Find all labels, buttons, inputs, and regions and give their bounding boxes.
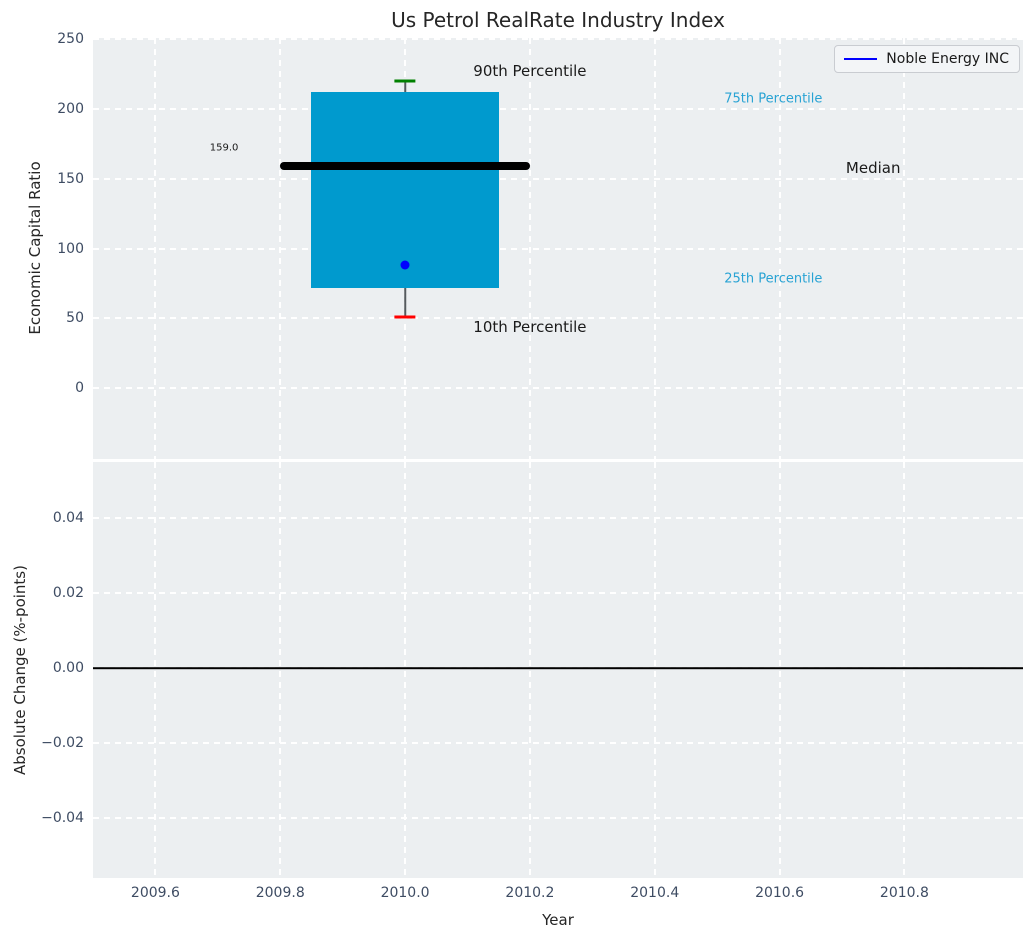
x-tick-label: 2010.4	[630, 885, 680, 901]
median-line	[280, 162, 530, 171]
x-tick-label: 2010.2	[505, 885, 555, 901]
legend-line-sample	[844, 57, 878, 61]
y-tick-label: 0.02	[52, 585, 84, 602]
iqr-box	[311, 92, 499, 288]
y-tick-label: 0.00	[52, 660, 84, 677]
x-tick-label: 2009.8	[255, 885, 305, 901]
y-tick-label: 0	[75, 379, 84, 396]
gridline-horizontal	[93, 177, 1023, 180]
gridline-vertical	[653, 462, 656, 878]
annotation-median-value: 159.0	[209, 142, 239, 154]
gridline-vertical	[404, 462, 407, 878]
whisker-cap-90th	[394, 79, 416, 83]
gridline-vertical	[778, 462, 781, 878]
gridline-horizontal	[93, 386, 1023, 389]
annotation-25th-percentile: 25th Percentile	[724, 271, 823, 287]
y-tick-label: 50	[66, 310, 84, 327]
gridline-horizontal	[93, 317, 1023, 320]
axes-bottom-change: −0.04 −0.02 0.00 0.02 0.04 2009.6 2009.8 2010.0…	[41, 462, 1023, 901]
annotation-75th-percentile: 75th Percentile	[724, 91, 823, 107]
x-tick-label: 2010.0	[380, 885, 430, 901]
axes-top-boxplot: Noble Energy INC 0 50 100 150 200 250 90th Per…	[57, 31, 1023, 459]
gridline-horizontal	[93, 742, 1023, 745]
gridline-horizontal	[93, 592, 1023, 595]
zero-reference-line	[93, 667, 1023, 669]
company-data-point	[400, 260, 410, 270]
legend: Noble Energy INC	[834, 45, 1020, 73]
y-tick-label: 100	[57, 240, 84, 257]
legend-label: Noble Energy INC	[886, 51, 1009, 67]
x-tick-label: 2009.6	[130, 885, 180, 901]
gridline-vertical	[528, 462, 531, 878]
chart-title: Us Petrol RealRate Industry Index	[391, 8, 725, 32]
gridline-vertical	[903, 462, 906, 878]
x-tick-label: 2010.6	[755, 885, 805, 901]
y-tick-label: −0.04	[41, 810, 84, 827]
y-axis-label-bottom: Absolute Change (%-points)	[11, 565, 29, 775]
annotation-90th-percentile: 90th Percentile	[473, 62, 587, 81]
gridline-horizontal	[93, 517, 1023, 520]
gridline-vertical	[279, 462, 282, 878]
axes-bottom-plot-area	[93, 462, 1023, 878]
annotation-median-label: Median	[845, 158, 901, 177]
gridline-horizontal	[93, 247, 1023, 250]
gridline-horizontal	[93, 108, 1023, 111]
gridline-horizontal	[93, 38, 1023, 41]
y-tick-label: −0.02	[41, 735, 84, 752]
y-tick-label: 250	[57, 31, 84, 48]
annotation-10th-percentile: 10th Percentile	[473, 317, 587, 336]
whisker-cap-10th	[394, 315, 416, 319]
axes-top-plot-area	[93, 38, 1023, 459]
x-axis-label: Year	[542, 911, 574, 929]
y-tick-label: 0.04	[52, 510, 84, 527]
y-tick-label: 200	[57, 101, 84, 118]
y-axis-label-top: Economic Capital Ratio	[26, 161, 44, 335]
gridline-vertical	[154, 462, 157, 878]
y-tick-label: 150	[57, 170, 84, 187]
x-tick-label: 2010.8	[879, 885, 929, 901]
gridline-horizontal	[93, 817, 1023, 820]
